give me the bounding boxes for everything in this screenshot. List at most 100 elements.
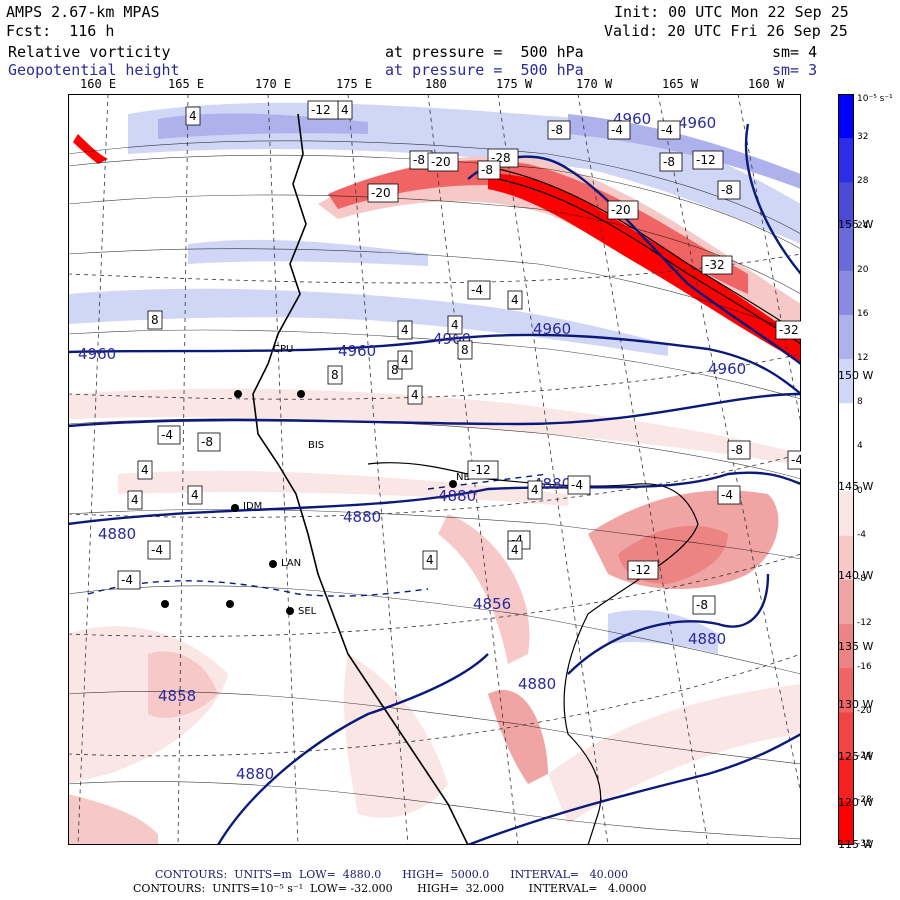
negative-vorticity-band xyxy=(118,470,568,506)
vorticity-label-box xyxy=(397,350,413,370)
colorbar-tick-label: 20 xyxy=(857,264,869,275)
vorticity-label: -8 xyxy=(721,183,733,197)
vorticity-label: -4 xyxy=(611,123,623,137)
vorticity-label-box xyxy=(507,540,523,560)
lon-label: 165 W xyxy=(662,77,699,91)
negative-vorticity-band xyxy=(148,651,218,718)
vorticity-label-box xyxy=(147,540,171,560)
colorbar-tick-label: -28 xyxy=(857,794,872,805)
positive-vorticity-band xyxy=(158,113,368,139)
vorticity-colorbar xyxy=(838,94,854,845)
vorticity-label-box xyxy=(775,320,801,340)
forecast-hour: Fcst: 116 h xyxy=(6,22,115,40)
vorticity-label: 4 xyxy=(189,109,197,123)
vorticity-label-box xyxy=(507,290,523,310)
vorticity-label: -12 xyxy=(471,463,491,477)
vorticity-label: -32 xyxy=(705,258,725,272)
vorticity-label: -8 xyxy=(663,155,675,169)
lat-label: 145 W xyxy=(838,480,874,493)
vorticity-label-box xyxy=(657,120,681,140)
vorticity-label-box xyxy=(607,120,631,140)
lat-label: 135 W xyxy=(838,640,874,653)
coastline xyxy=(252,113,469,845)
vorticity-label: -8 xyxy=(551,123,563,137)
colorbar-tick-label: 24 xyxy=(857,220,869,231)
vorticity-label-box xyxy=(327,365,343,385)
model-title: AMPS 2.67-km MPAS xyxy=(6,3,160,21)
vorticity-label-box xyxy=(137,460,153,480)
colorbar-tick-label: -8 xyxy=(857,573,866,584)
negative-vorticity-band xyxy=(68,794,158,845)
vorticity-contour-info: CONTOURS: UNITS=10⁻⁵ s⁻¹ LOW= -32.000 HI… xyxy=(133,882,647,895)
vorticity-label: -32 xyxy=(779,323,799,337)
vorticity-label-box xyxy=(467,280,491,300)
colorbar-tick-label: -16 xyxy=(857,662,872,673)
vorticity-label-box xyxy=(477,160,501,180)
station-marker xyxy=(297,390,305,398)
colorbar-swatch xyxy=(838,624,854,669)
vorticity-label-box xyxy=(422,550,438,570)
colorbar-tick-label: 32 xyxy=(857,132,869,143)
station-label: NE xyxy=(456,472,470,483)
negative-vorticity-band xyxy=(73,134,108,164)
height-label: 4880 xyxy=(688,630,726,648)
colorbar-tick-label: 28 xyxy=(857,176,869,187)
colorbar-tick-label: 8 xyxy=(857,397,863,408)
vorticity-label-box xyxy=(127,490,143,510)
station-marker xyxy=(234,390,242,398)
lat-label: 120 W xyxy=(838,796,874,809)
vorticity-label-box xyxy=(447,315,463,335)
negative-vorticity-band xyxy=(488,173,801,362)
negative-vorticity-band xyxy=(343,654,448,818)
colorbar-swatch xyxy=(838,226,854,272)
vorticity-label-box xyxy=(692,595,716,615)
vorticity-label-box xyxy=(157,425,181,445)
colorbar-tick-label: 16 xyxy=(857,308,869,319)
station-marker xyxy=(269,560,277,568)
colorbar-tick-label: 4 xyxy=(857,441,863,452)
lat-label: 140 W xyxy=(838,569,874,582)
station-marker xyxy=(231,504,239,512)
negative-vorticity-band xyxy=(68,388,801,466)
vorticity-label-box xyxy=(407,385,423,405)
vorticity-label: 4 xyxy=(191,488,199,502)
vorticity-label: -8 xyxy=(201,435,213,449)
lon-label: 170 E xyxy=(255,77,292,91)
vorticity-label-box xyxy=(567,475,591,495)
lat-label: 130 W xyxy=(838,698,874,711)
colorbar-swatch xyxy=(838,535,854,581)
lat-label: 125 W xyxy=(838,750,874,763)
lon-label: 180 xyxy=(425,77,447,91)
height-label: 4856 xyxy=(473,595,511,613)
height-label: 4880 xyxy=(236,765,274,783)
colorbar-tick-label: -12 xyxy=(857,618,872,629)
station-label: BIS xyxy=(308,440,324,451)
field2-smoothing: sm= 3 xyxy=(772,61,818,79)
vorticity-label-box xyxy=(367,183,399,203)
vorticity-label-box xyxy=(457,340,473,360)
positive-vorticity-band xyxy=(188,239,428,266)
lon-label: 160 E xyxy=(80,77,117,91)
vorticity-label-box xyxy=(427,152,459,172)
height-label: 4880 xyxy=(533,475,571,493)
init-time: Init: 00 UTC Mon 22 Sep 25 xyxy=(614,3,849,21)
colorbar-tick-label: -24 xyxy=(857,750,872,761)
vorticity-label-box xyxy=(185,106,201,126)
field1-name: Relative vorticity xyxy=(8,43,171,61)
colorbar-swatch xyxy=(838,668,854,713)
station-marker xyxy=(226,600,234,608)
vorticity-label: 4 xyxy=(411,388,419,402)
colorbar-swatch xyxy=(838,491,854,537)
colorbar-swatch xyxy=(838,270,854,316)
lat-label: 150 W xyxy=(838,369,874,382)
vorticity-label: -12 xyxy=(631,563,651,577)
field1-smoothing: sm= 4 xyxy=(772,43,818,61)
height-label: 4960 xyxy=(708,360,746,378)
vorticity-label: -4 xyxy=(121,573,133,587)
height-label: 4960 xyxy=(78,345,116,363)
negative-vorticity-band xyxy=(488,690,548,784)
colorbar-swatch xyxy=(838,756,854,802)
vorticity-label: -8 xyxy=(731,443,743,457)
colorbar-swatch xyxy=(838,359,854,404)
colorbar-swatch xyxy=(838,94,854,139)
